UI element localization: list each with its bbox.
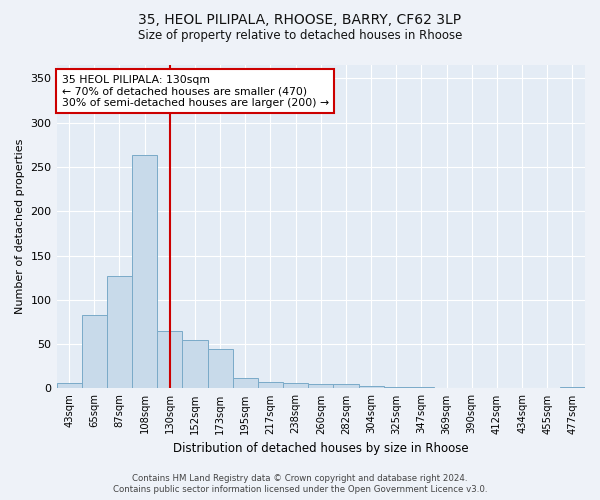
Bar [560, 386, 585, 388]
Text: Size of property relative to detached houses in Rhoose: Size of property relative to detached ho… [138, 29, 462, 42]
Bar [409, 386, 434, 388]
X-axis label: Distribution of detached houses by size in Rhoose: Distribution of detached houses by size … [173, 442, 469, 455]
Bar [258, 382, 283, 388]
Text: 35 HEOL PILIPALA: 130sqm
← 70% of detached houses are smaller (470)
30% of semi-: 35 HEOL PILIPALA: 130sqm ← 70% of detach… [62, 74, 329, 108]
Bar [182, 340, 208, 388]
Bar [334, 384, 359, 388]
Bar [233, 378, 258, 388]
Bar [359, 386, 383, 388]
Bar [132, 156, 157, 388]
Y-axis label: Number of detached properties: Number of detached properties [15, 139, 25, 314]
Bar [308, 384, 334, 388]
Text: Contains HM Land Registry data © Crown copyright and database right 2024.
Contai: Contains HM Land Registry data © Crown c… [113, 474, 487, 494]
Bar [208, 348, 233, 389]
Bar [157, 331, 182, 388]
Bar [283, 383, 308, 388]
Bar [82, 315, 107, 388]
Text: 35, HEOL PILIPALA, RHOOSE, BARRY, CF62 3LP: 35, HEOL PILIPALA, RHOOSE, BARRY, CF62 3… [139, 12, 461, 26]
Bar [56, 383, 82, 388]
Bar [107, 276, 132, 388]
Bar [383, 386, 409, 388]
